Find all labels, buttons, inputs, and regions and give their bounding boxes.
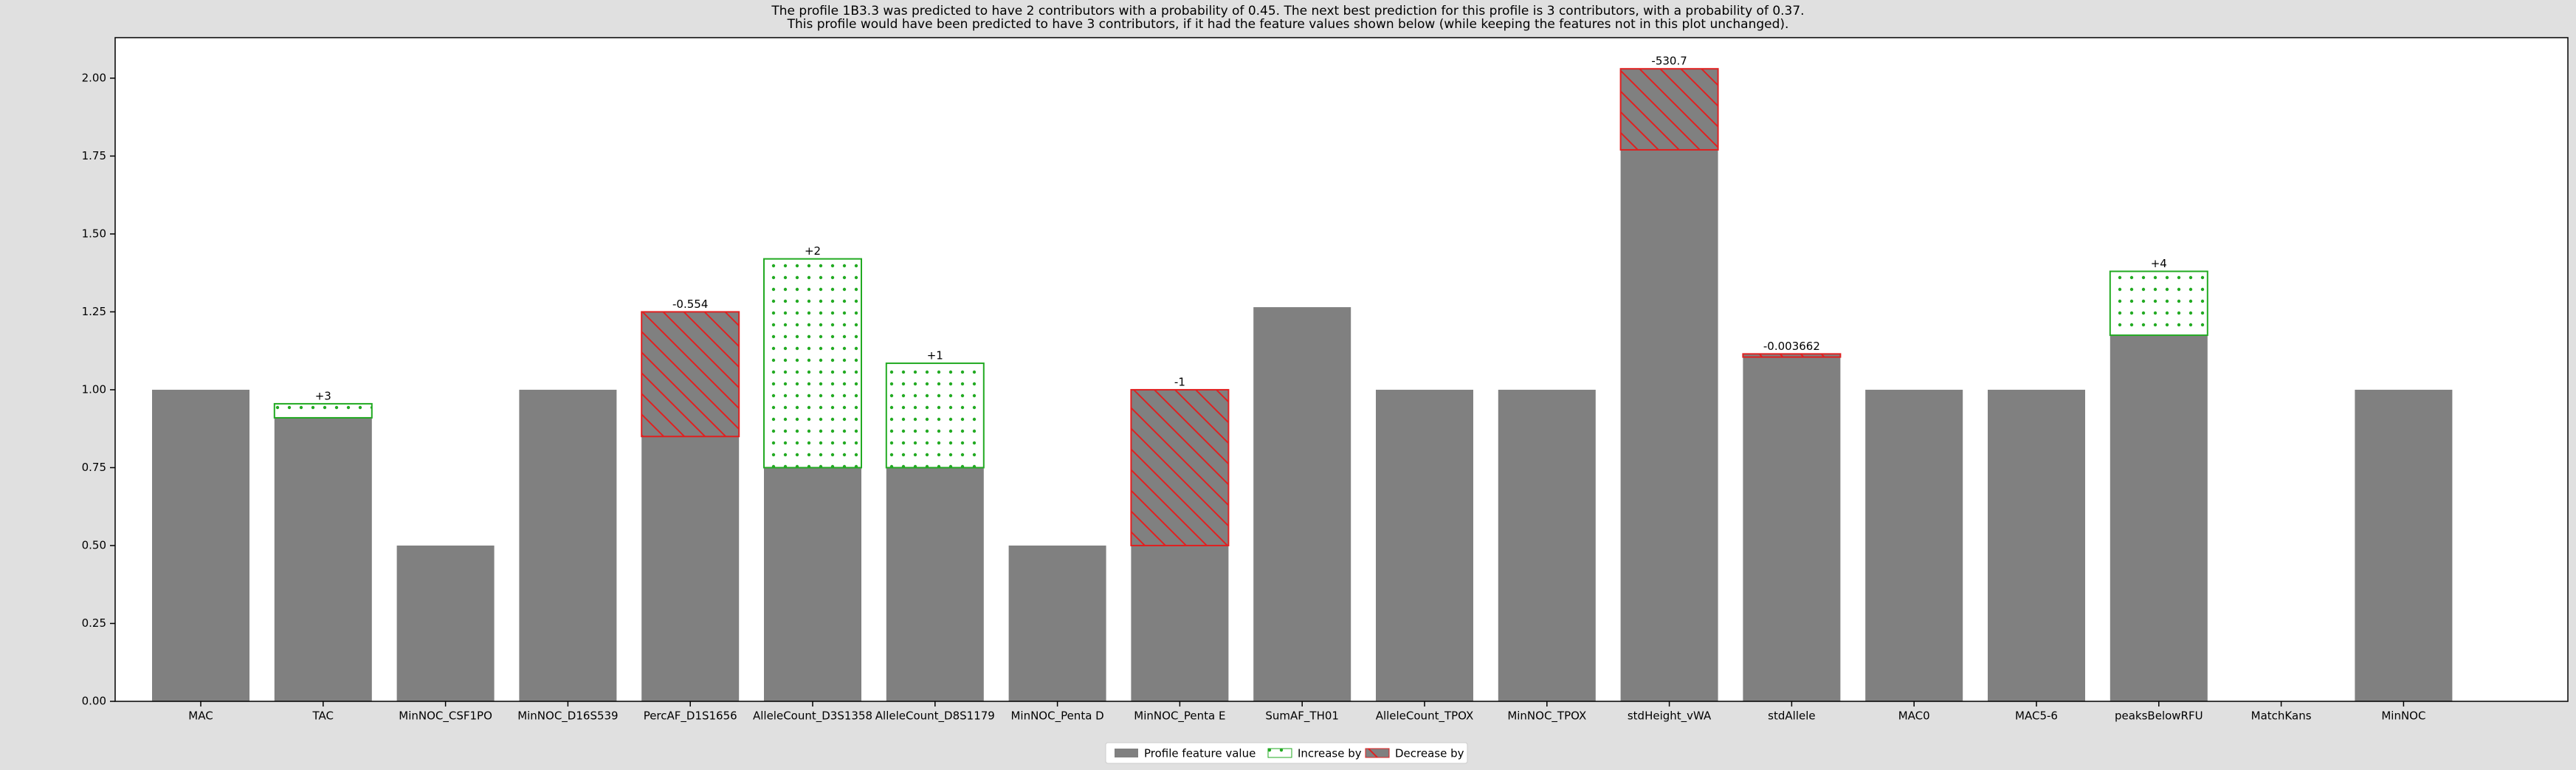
bar-fill [1743,357,1841,701]
y-tick-label: 1.50 [82,227,106,240]
bar-segment [396,545,495,701]
bar-annotation: +3 [315,389,331,402]
y-tick-label: 1.25 [82,305,106,318]
x-tick-label: MAC5-6 [2015,709,2058,723]
bar-segment [1743,357,1841,701]
legend-swatch-hatch [1366,749,1389,757]
y-tick-label: 1.75 [82,149,106,162]
bar-fill [2355,389,2453,701]
bar-segment [1376,389,1473,701]
bar-fill [1131,545,1229,701]
bar-fill [1376,389,1473,701]
bar-segment [1008,545,1106,701]
x-tick-label: MinNOC_D16S539 [517,709,618,723]
bar-fill [641,436,740,701]
bar-fill [1620,149,1718,701]
x-tick-label: AlleleCount_D8S1179 [875,709,995,723]
bar-segment [885,362,985,469]
bar-segment [1619,68,1719,151]
bar-segment [1620,149,1718,701]
bar-segment [1253,307,1351,701]
bar-hatch [273,402,373,419]
x-tick-label: stdAllele [1768,709,1815,723]
legend-swatch [1115,749,1138,757]
bar-annotation: -1 [1174,375,1185,388]
bar-hatch [1619,68,1719,151]
bar-fill [152,389,249,701]
plot-frame [114,37,2569,702]
y-tick-label: 0.25 [82,616,106,630]
x-tick-label: MinNOC_TPOX [1507,709,1586,723]
bar-fill [1865,389,1963,701]
bar-segment [764,467,861,701]
x-tick-label: MAC0 [1898,709,1930,723]
y-tick-label: 1.00 [82,382,106,396]
bar-annotation: +2 [805,244,821,258]
bar-annotation: +4 [2151,257,2167,270]
x-tick-label: MatchKans [2251,709,2312,723]
bar-fill [886,467,984,701]
bar-segment [519,389,617,701]
bar-hatch [1742,353,1842,358]
x-tick-label: MinNOC_Penta E [1134,709,1225,723]
bar-segment [2355,389,2453,701]
bar-segment [886,467,984,701]
x-tick-label: MAC [188,709,213,723]
x-tick-label: PercAF_D1S1656 [644,709,737,723]
bar-fill [1253,307,1351,701]
y-tick-label: 2.00 [82,71,106,84]
y-tick-label: 0.50 [82,538,106,551]
y-tick-label: 0.75 [82,461,106,474]
x-tick-label: MinNOC_CSF1PO [399,709,492,723]
bar-fill [1988,389,2085,701]
bar-segment [2109,270,2208,337]
bar-fill [764,467,861,701]
x-tick-label: SumAF_TH01 [1265,709,1339,723]
bar-segment [1131,545,1229,701]
x-tick-label: TAC [312,709,334,723]
bar-annotation: -530.7 [1651,55,1687,68]
bar-annotation: -0.554 [672,298,708,311]
bar-hatch [763,258,862,469]
bar-fill [2110,335,2208,701]
bar-segment [1988,389,2085,701]
bar-segment [274,417,372,701]
bar-fill [519,389,617,701]
bar-segment [1865,389,1963,701]
bar-segment [1742,353,1842,358]
bar-segment [641,311,740,438]
bar-annotation: -0.003662 [1763,340,1820,353]
legend-label: Profile feature value [1144,747,1256,760]
bar-segment [2110,335,2208,701]
bar-hatch [885,362,985,469]
bar-fill [1498,389,1596,701]
bar-hatch [2109,270,2208,337]
bar-hatch [641,311,740,438]
x-tick-label: AlleleCount_TPOX [1376,709,1474,723]
x-tick-label: MinNOC [2381,709,2425,723]
bar-fill [396,545,495,701]
legend-label: Increase by [1298,747,1362,760]
x-tick-label: MinNOC_Penta D [1010,709,1103,723]
x-tick-label: peaksBelowRFU [2115,709,2203,723]
chart-title: The profile 1B3.3 was predicted to have … [771,4,1804,18]
bar-segment [152,389,249,701]
bar-hatch [1130,388,1230,546]
bar-annotation: +1 [927,349,943,362]
bar-fill [274,417,372,701]
x-tick-label: AlleleCount_D3S1358 [753,709,872,723]
y-tick-label: 0.00 [82,695,106,708]
x-tick-label: stdHeight_vWA [1628,709,1712,723]
bar-fill [1008,545,1106,701]
bar-segment [273,402,373,419]
bar-segment [641,436,740,701]
bar-segment [763,258,862,469]
legend-swatch-hatch [1268,749,1292,757]
bar-segment [1130,388,1230,546]
chart-subtitle: This profile would have been predicted t… [787,17,1789,32]
legend-label: Decrease by [1395,747,1464,760]
bar-segment [1498,389,1596,701]
